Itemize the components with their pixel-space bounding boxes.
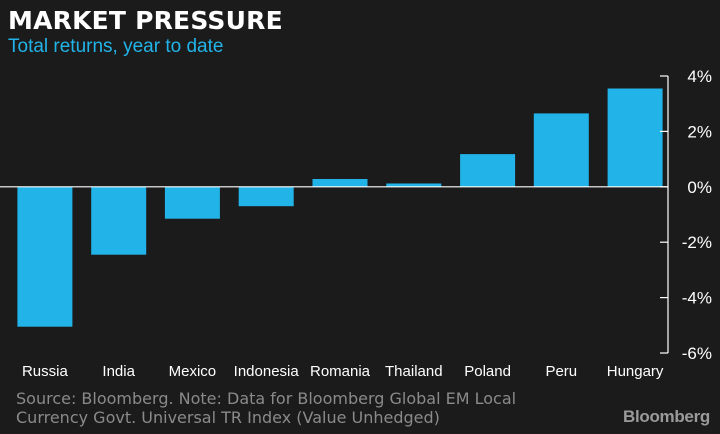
x-tick-label: Hungary [607,363,664,380]
x-tick-label: Peru [545,363,577,380]
source-note: Source: Bloomberg. Note: Data for Bloomb… [16,389,596,427]
bar-thailand [386,183,442,187]
y-tick-label: 0% [687,178,712,197]
y-tick-label: 4% [687,67,712,86]
x-tick-label: Poland [464,363,511,380]
x-tick-label: Thailand [385,363,443,380]
x-tick-label: Romania [310,363,371,380]
source-note-line-1: Source: Bloomberg. Note: Data for Bloomb… [16,389,517,408]
y-tick-label: 2% [687,122,712,141]
bar-india [91,186,147,255]
bar-russia [17,186,73,327]
bar-indonesia [238,186,294,207]
bar-poland [460,154,516,187]
page-title: MARKET PRESSURE [8,6,283,35]
bar-peru [533,113,589,187]
y-tick-label: -2% [682,233,712,252]
bar-mexico [164,186,220,219]
bloomberg-logo: Bloomberg [622,407,710,426]
page-subtitle: Total returns, year to date [8,36,224,57]
source-note-line-2: Currency Govt. Universal TR Index (Value… [16,408,440,427]
y-tick-label: -4% [682,289,712,308]
y-tick-label: -6% [682,344,712,363]
bar-hungary [607,88,663,187]
x-tick-label: India [102,363,135,380]
x-tick-label: Russia [22,363,69,380]
bar-romania [312,179,368,187]
x-tick-label: Mexico [169,363,217,380]
x-tick-label: Indonesia [234,363,300,380]
